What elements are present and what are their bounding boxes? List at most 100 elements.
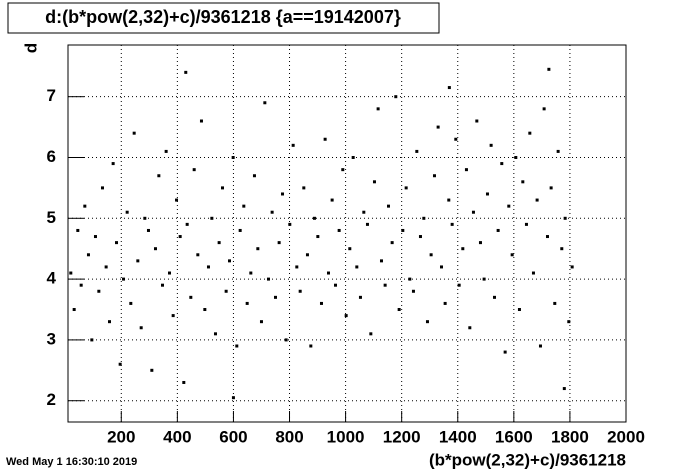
point — [93, 235, 97, 239]
chart-title: d:(b*pow(2,32)+c)/9361218 {a==19142007} — [45, 7, 401, 27]
point — [443, 301, 447, 305]
point — [153, 247, 157, 251]
x-axis-label: (b*pow(2,32)+c)/9361218 — [429, 450, 626, 469]
point — [517, 308, 521, 312]
point — [524, 222, 528, 226]
point — [111, 162, 115, 166]
point — [475, 119, 479, 123]
point — [545, 235, 549, 239]
point — [415, 149, 419, 153]
point — [76, 228, 80, 232]
point — [478, 241, 482, 245]
point — [500, 162, 504, 166]
point — [507, 204, 511, 208]
point — [192, 168, 196, 172]
x-tick-label: 200 — [107, 427, 135, 446]
point — [538, 344, 542, 348]
point — [139, 326, 143, 330]
point — [334, 283, 338, 287]
point — [146, 228, 150, 232]
point — [189, 295, 193, 299]
point — [397, 308, 401, 312]
point — [122, 277, 126, 281]
point — [72, 308, 76, 312]
x-tick-label: 1800 — [551, 427, 589, 446]
point — [305, 253, 309, 257]
point — [432, 174, 436, 178]
point — [376, 107, 380, 111]
point — [503, 350, 507, 354]
x-tick-label: 600 — [219, 427, 247, 446]
point — [563, 216, 567, 220]
point — [383, 283, 387, 287]
point — [206, 265, 210, 269]
point — [309, 344, 313, 348]
point — [348, 247, 352, 251]
point — [560, 247, 564, 251]
point — [136, 259, 140, 263]
point — [316, 235, 320, 239]
point — [450, 222, 454, 226]
point — [182, 380, 186, 384]
point — [496, 228, 500, 232]
point — [521, 180, 525, 184]
point — [411, 289, 415, 293]
point — [100, 186, 104, 190]
y-axis-label: d — [21, 43, 40, 53]
point — [312, 216, 316, 220]
point — [288, 222, 292, 226]
point — [281, 192, 285, 196]
point — [422, 216, 426, 220]
point — [185, 222, 189, 226]
point — [252, 174, 256, 178]
point — [454, 137, 458, 141]
timestamp: Wed May 1 16:30:10 2019 — [6, 456, 137, 468]
point — [184, 70, 188, 74]
point — [228, 259, 232, 263]
point — [203, 308, 207, 312]
point — [394, 95, 398, 99]
point — [369, 332, 373, 336]
point — [129, 301, 133, 305]
point — [468, 326, 472, 330]
point — [291, 143, 295, 147]
point — [259, 320, 263, 324]
point — [404, 186, 408, 190]
point — [118, 362, 122, 366]
point — [547, 67, 551, 71]
point — [83, 204, 87, 208]
point — [439, 265, 443, 269]
point — [531, 271, 535, 275]
title-box — [7, 2, 440, 34]
point — [175, 198, 179, 202]
point — [97, 289, 101, 293]
point — [235, 344, 239, 348]
point — [344, 314, 348, 318]
point — [160, 283, 164, 287]
point — [556, 149, 560, 153]
x-tick-label: 2000 — [607, 427, 645, 446]
point — [492, 295, 496, 299]
point — [457, 283, 461, 287]
point — [210, 216, 214, 220]
point — [418, 235, 422, 239]
x-tick-label: 400 — [163, 427, 191, 446]
point — [224, 289, 228, 293]
point — [447, 86, 451, 90]
point — [107, 320, 111, 324]
point — [238, 228, 242, 232]
point — [362, 210, 366, 214]
point — [104, 265, 108, 269]
point — [542, 107, 546, 111]
point — [199, 119, 203, 123]
point — [217, 241, 221, 245]
point — [168, 271, 172, 275]
point — [231, 396, 235, 400]
point — [263, 101, 267, 105]
point — [408, 277, 412, 281]
point — [298, 289, 302, 293]
point — [489, 143, 493, 147]
point — [213, 332, 217, 336]
